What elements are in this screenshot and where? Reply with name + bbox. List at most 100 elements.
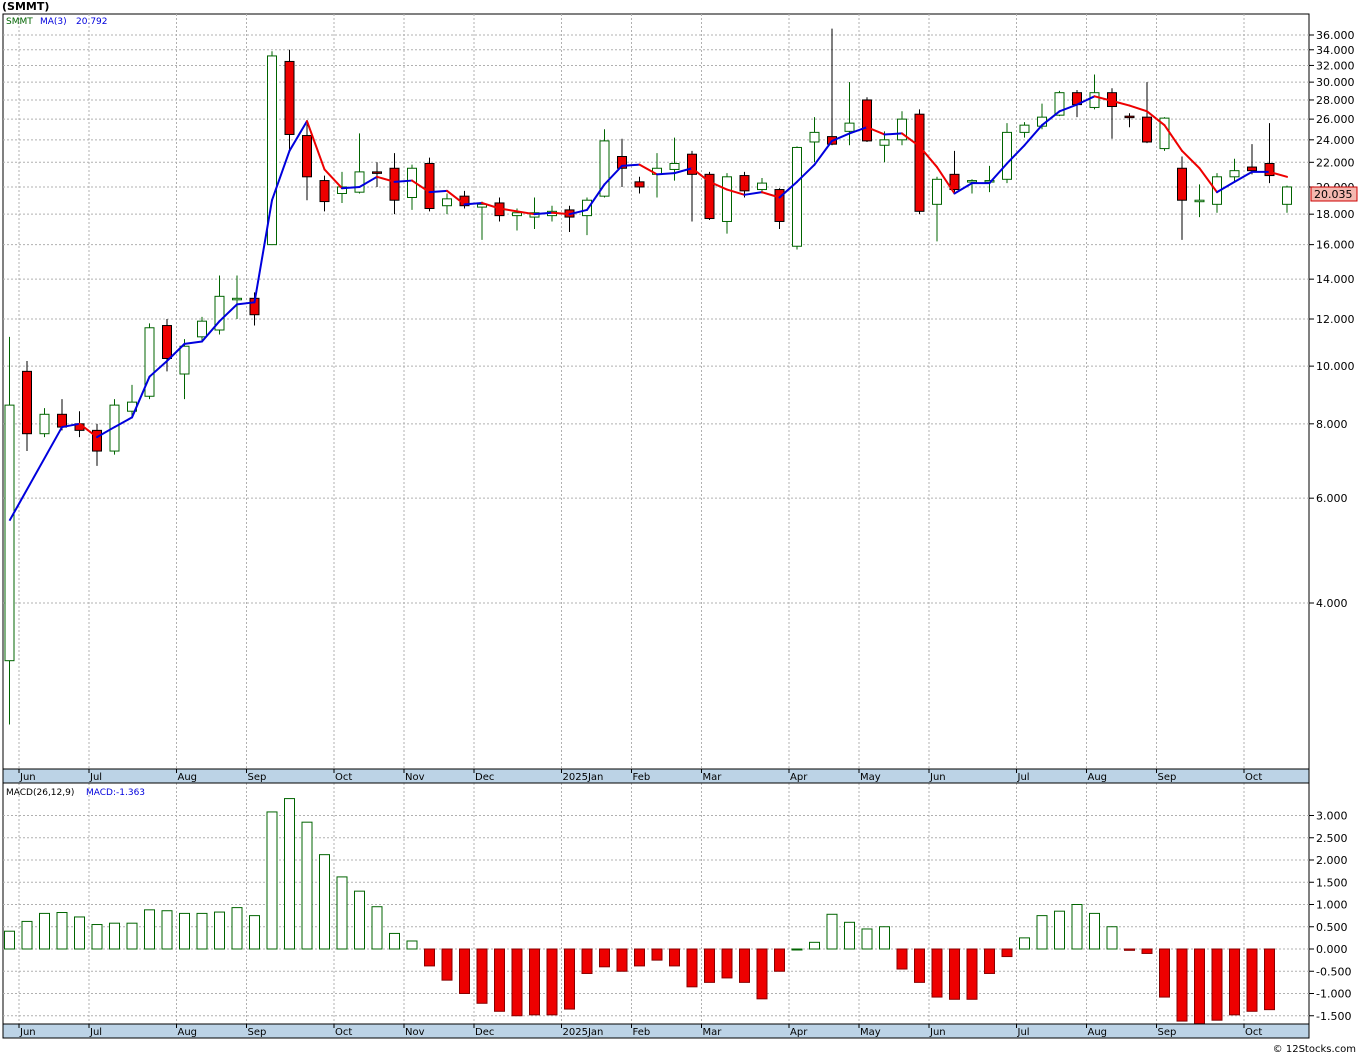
macd-bar-positive [56, 912, 68, 950]
ma-segment [1111, 99, 1131, 107]
macd-bar-positive [809, 941, 820, 950]
price-x-axis-band [2, 768, 1310, 784]
macd-bar-negative [634, 948, 645, 967]
ma-segment [393, 179, 413, 183]
candle-body [302, 135, 312, 178]
candle-up [144, 323, 155, 400]
ma-segment [446, 189, 466, 206]
price-tick-label: 12.000 [1316, 313, 1355, 326]
macd-bar-negative [511, 948, 523, 1017]
price-x-label: Feb [633, 772, 651, 783]
macd-bar-positive [406, 940, 418, 950]
ma-segment [533, 211, 553, 216]
macd-bar-positive [879, 926, 890, 950]
macd-bar-negative [774, 948, 785, 972]
ma-segment [568, 208, 588, 216]
macd-bar-negative [1176, 948, 1188, 1022]
candle-body [582, 199, 592, 217]
candle-body [704, 173, 715, 220]
macd-bar-positive [861, 928, 873, 950]
candle-up [1019, 122, 1030, 138]
macd-bar-positive [144, 909, 155, 950]
candle-body [57, 413, 67, 428]
macd-bar-positive [791, 948, 803, 951]
ma-segment [1041, 110, 1061, 127]
candle-up [582, 197, 592, 236]
candle-body [792, 146, 802, 247]
candle-down [1264, 123, 1275, 184]
ma-segment [463, 201, 483, 206]
candle-body [914, 113, 925, 212]
price-x-label: Jun [19, 772, 36, 783]
candle-body [389, 167, 400, 201]
macd-x-label: Mar [703, 1027, 723, 1038]
candle-down [1142, 82, 1152, 144]
candle-body [92, 429, 102, 452]
candle-down [389, 153, 400, 215]
price-tick-label: 24.000 [1316, 134, 1355, 147]
price-tick-label: 26.000 [1316, 113, 1355, 126]
ma-segment [78, 422, 98, 439]
legend-symbol: SMMT [6, 17, 33, 27]
macd-bar-positive [126, 922, 138, 950]
candle-body [1019, 124, 1030, 133]
candle-body [1282, 186, 1292, 205]
macd-bar-positive [301, 821, 313, 950]
price-x-label: Dec [475, 772, 494, 783]
ma-segment [183, 340, 203, 345]
candle-up [722, 173, 732, 234]
ma-segment [551, 211, 571, 216]
macd-x-label: Nov [405, 1027, 425, 1038]
candle-up [442, 193, 452, 215]
macd-bar-negative [651, 948, 663, 961]
macd-bar-positive [826, 913, 838, 950]
macd-bar-negative [669, 948, 680, 967]
macd-tick-label: -0.500 [1316, 965, 1351, 978]
macd-bar-positive [231, 907, 243, 950]
macd-value-label: MACD:-1.363 [86, 788, 145, 798]
price-x-axis-labels: Jun Jul Aug Sep Oct Nov Dec 2025Jan Feb Mar Apr May… [18, 769, 1262, 783]
candle-body [1247, 166, 1257, 172]
ma-segment [621, 163, 641, 167]
macd-bar-positive [74, 916, 85, 950]
candle-up [809, 117, 820, 163]
ma-segment [8, 426, 63, 522]
macd-bar-negative [1211, 948, 1223, 1021]
candle-up [932, 176, 942, 242]
ma-segment [96, 426, 116, 439]
macd-bar-positive [214, 911, 225, 950]
macd-bar-negative [1246, 948, 1258, 1012]
candle-down [92, 423, 102, 466]
candle-down [424, 157, 435, 212]
ma-segment [1093, 95, 1113, 102]
macd-bar-negative [721, 948, 733, 979]
candle-up [267, 51, 277, 246]
macd-bar-negative [1001, 948, 1013, 958]
candle-body [599, 140, 610, 197]
ma-segment [1268, 170, 1288, 178]
macd-bar-negative [476, 948, 488, 1004]
macd-histogram [4, 798, 1275, 1025]
macd-bar-positive [1036, 915, 1048, 950]
macd-bar-negative [1159, 948, 1170, 998]
macd-x-label: Aug [178, 1027, 198, 1038]
price-tick-label: 22.000 [1316, 156, 1355, 169]
ma-line [8, 95, 1288, 522]
ma-segment [813, 139, 833, 166]
macd-x-label: Sep [248, 1027, 267, 1038]
macd-bar-negative [739, 948, 750, 983]
ma-segment [428, 189, 448, 194]
candle-down [949, 150, 960, 194]
candle-body [757, 182, 767, 191]
last-price-label: 20.035 [1314, 188, 1353, 201]
macd-x-label: Feb [633, 1027, 651, 1038]
macd-x-label: Jul [89, 1027, 102, 1038]
macd-bar-negative [1124, 948, 1135, 951]
macd-bar-negative [949, 948, 960, 1000]
macd-tick-label: 2.500 [1316, 832, 1348, 845]
macd-bar-positive [371, 906, 383, 950]
macd-tick-label: -1.500 [1316, 1010, 1351, 1023]
price-tick-label: 18.000 [1316, 208, 1355, 221]
candle-body [687, 153, 697, 175]
